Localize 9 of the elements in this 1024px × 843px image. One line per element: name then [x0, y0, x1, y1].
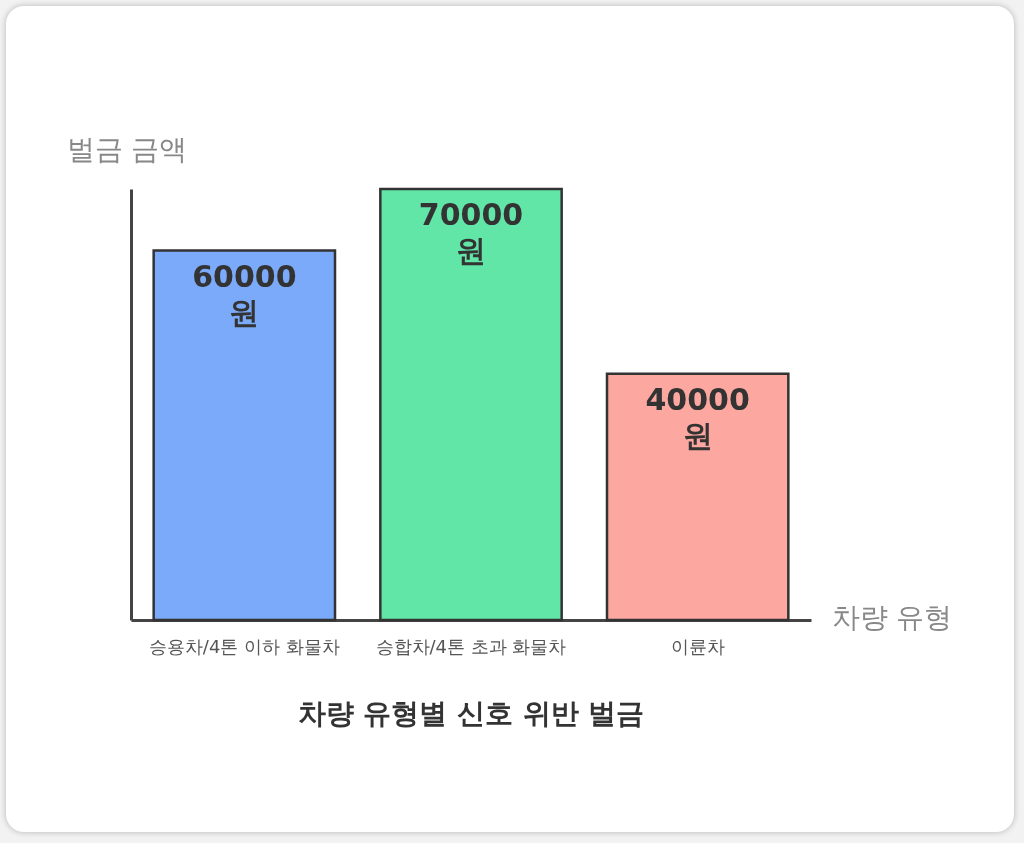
y-axis-title: 벌금 금액 [66, 132, 188, 166]
x-tick-label: 승용차/4톤 이하 화물차 [148, 635, 340, 657]
text: 차량 유형별 신호 위반 벌금 [297, 697, 645, 730]
data-label: 60000 원 [192, 258, 297, 330]
x-tick-label: 승합차/4톤 초과 화물차 [375, 635, 567, 657]
data-label: 40000 원 [645, 381, 750, 453]
data-label: 70000 원 [418, 197, 524, 268]
x-axis-title: 차량 유형 [831, 600, 953, 634]
x-tick-label: 이륜차 [670, 635, 725, 657]
